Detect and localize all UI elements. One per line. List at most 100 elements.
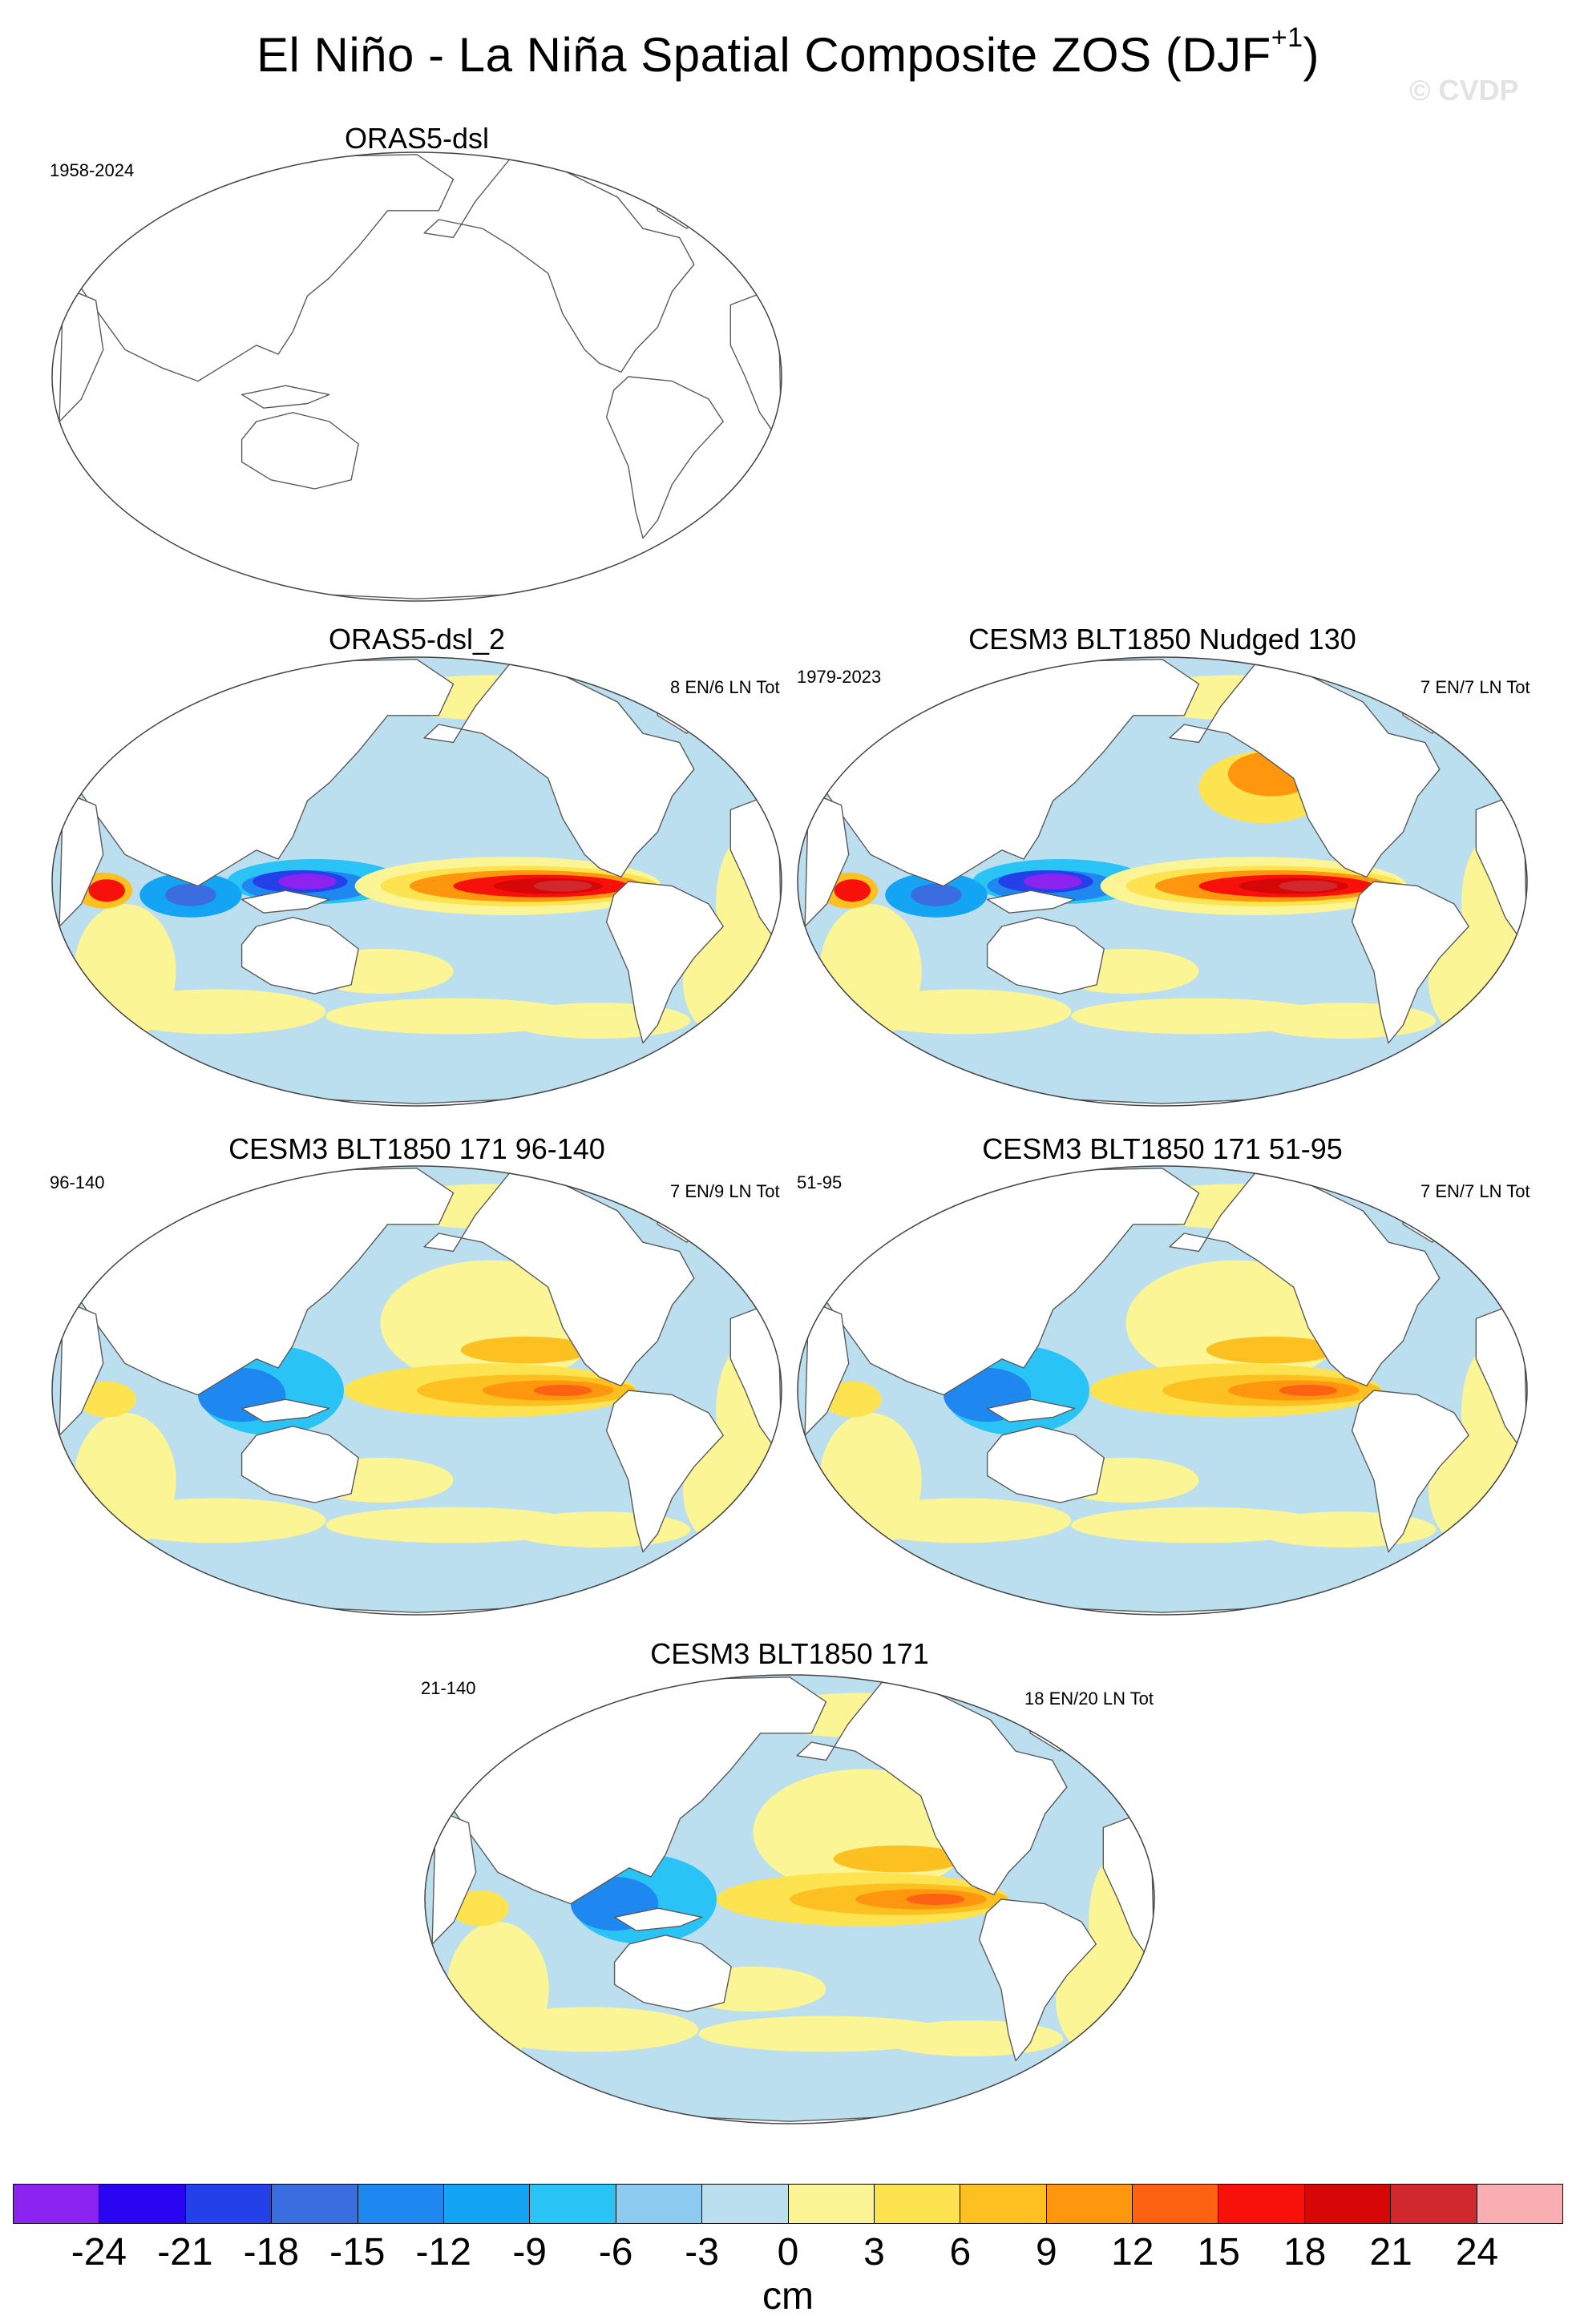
colorbar-box [874, 2185, 961, 2223]
map-outline [797, 656, 1528, 1107]
colorbar-box [99, 2185, 186, 2223]
greenland-land [649, 163, 717, 229]
south-america-land [605, 1390, 724, 1553]
title-text: El Niño - La Niña Spatial Composite ZOS … [256, 28, 1271, 82]
anomaly-contour [533, 880, 592, 892]
colorbar-box [1046, 2185, 1134, 2223]
south-america-land [605, 376, 724, 539]
anomaly-contour [834, 879, 871, 902]
indonesia-land [240, 385, 330, 409]
colorbar-tick-label: -6 [598, 2231, 633, 2274]
colorbar-tick-label: -9 [512, 2231, 547, 2274]
map-outline [797, 1165, 1528, 1616]
colorbar-box [960, 2185, 1047, 2223]
title-close: ) [1303, 28, 1320, 82]
colorbar-box [443, 2185, 531, 2223]
north-america-land [423, 660, 695, 878]
south-america-land [978, 1898, 1097, 2062]
panel-2-title: ORAS5-dsl_2 [328, 623, 506, 656]
panel-1-map [51, 151, 782, 602]
indonesia-land [986, 1398, 1076, 1422]
panel-1-left-label: 1958-2024 [50, 160, 135, 180]
colorbar-tick-label: 18 [1283, 2231, 1327, 2274]
anomaly-contour [165, 883, 216, 906]
colorbar-tick-label: 15 [1197, 2231, 1240, 2274]
anomaly-contour [833, 1845, 965, 1873]
anomaly-contour [822, 1381, 882, 1418]
title-superscript: +1 [1271, 22, 1303, 53]
panel-6-title: CESM3 BLT1850 171 [650, 1637, 929, 1670]
panel-4-right-label: 7 EN/9 LN Tot [670, 1181, 780, 1201]
panel-4-map [51, 1165, 782, 1616]
anomaly-contour [911, 883, 962, 906]
north-america-land [1169, 1169, 1441, 1387]
colorbar-box [1218, 2185, 1305, 2223]
map-outline [424, 1674, 1155, 2124]
panel-1-title: ORAS5-dsl [344, 122, 490, 155]
colorbar-tick-label: -15 [329, 2231, 386, 2274]
panel-6-left-label: 21-140 [421, 1678, 476, 1698]
australia-land [240, 917, 359, 995]
colorbar-box [1304, 2185, 1392, 2223]
panel-4-left-label: 96-140 [50, 1172, 105, 1192]
anomaly-contour [77, 1381, 136, 1418]
africa-west-land [804, 1300, 850, 1436]
anomaly-contour [819, 1413, 922, 1547]
colorbar-box [702, 2185, 789, 2223]
south-america-land [605, 881, 724, 1044]
australia-land [240, 412, 359, 490]
anomaly-contour [447, 1922, 549, 2056]
colorbar-box [616, 2185, 703, 2223]
anomaly-contour [74, 1413, 176, 1547]
australia-land [986, 1426, 1105, 1503]
panel-2-right-label: 8 EN/6 LN Tot [670, 677, 780, 697]
anomaly-contour [460, 1336, 592, 1364]
anomaly-contour [1206, 1336, 1338, 1364]
north-america-land [1169, 660, 1441, 878]
colorbar-box [1391, 2185, 1477, 2223]
africa-west-land [59, 791, 104, 927]
panel-4-title: CESM3 BLT1850 171 96-140 [228, 1132, 605, 1165]
map-outline [51, 1165, 782, 1616]
indonesia-land [613, 1907, 703, 1931]
anomaly-contour [1279, 880, 1338, 892]
north-america-land [423, 155, 695, 373]
colorbar-box [788, 2185, 875, 2223]
panel-5-title: CESM3 BLT1850 171 51-95 [982, 1132, 1343, 1165]
colorbar-box [358, 2185, 444, 2223]
australia-land [613, 1935, 732, 2012]
colorbar-tick-label: -12 [415, 2231, 471, 2274]
anomaly-contour [88, 879, 125, 902]
anomaly-contour [74, 904, 176, 1039]
panel-6-right-label: 18 EN/20 LN Tot [1024, 1689, 1154, 1709]
south-america-land [1351, 881, 1469, 1044]
colorbar-tick-label: 0 [777, 2231, 799, 2274]
panel-3-title: CESM3 BLT1850 Nudged 130 [968, 623, 1356, 656]
africa-west-land [804, 791, 850, 927]
anomaly-contour [1279, 1385, 1338, 1396]
colorbar-tick-label: 24 [1455, 2231, 1499, 2274]
panel-3-left-label: 1979-2023 [797, 667, 882, 687]
map-outline [51, 656, 782, 1107]
panel-2-map [51, 656, 782, 1107]
map-outline [51, 151, 782, 602]
panel-5-right-label: 7 EN/7 LN Tot [1420, 1181, 1530, 1201]
colorbar-box [1133, 2185, 1219, 2223]
colorbar-tick-label: 3 [863, 2231, 885, 2274]
colorbar-box [272, 2185, 358, 2223]
panel-5-map [797, 1165, 1528, 1616]
colorbar-box [530, 2185, 616, 2223]
colorbar-tick-label: -18 [243, 2231, 300, 2274]
figure-title: El Niño - La Niña Spatial Composite ZOS … [0, 22, 1576, 83]
anomaly-contour [1024, 874, 1082, 890]
australia-land [986, 917, 1105, 995]
colorbar-tick-label: 12 [1111, 2231, 1154, 2274]
panel-5-left-label: 51-95 [797, 1172, 843, 1192]
indonesia-land [240, 1398, 330, 1422]
anomaly-contour [819, 904, 922, 1039]
africa-west-land [431, 1809, 477, 1945]
africa-land [729, 286, 782, 445]
colorbar-units: cm [762, 2275, 814, 2318]
indonesia-land [240, 890, 330, 914]
colorbar-tick-label: 9 [1035, 2231, 1057, 2274]
